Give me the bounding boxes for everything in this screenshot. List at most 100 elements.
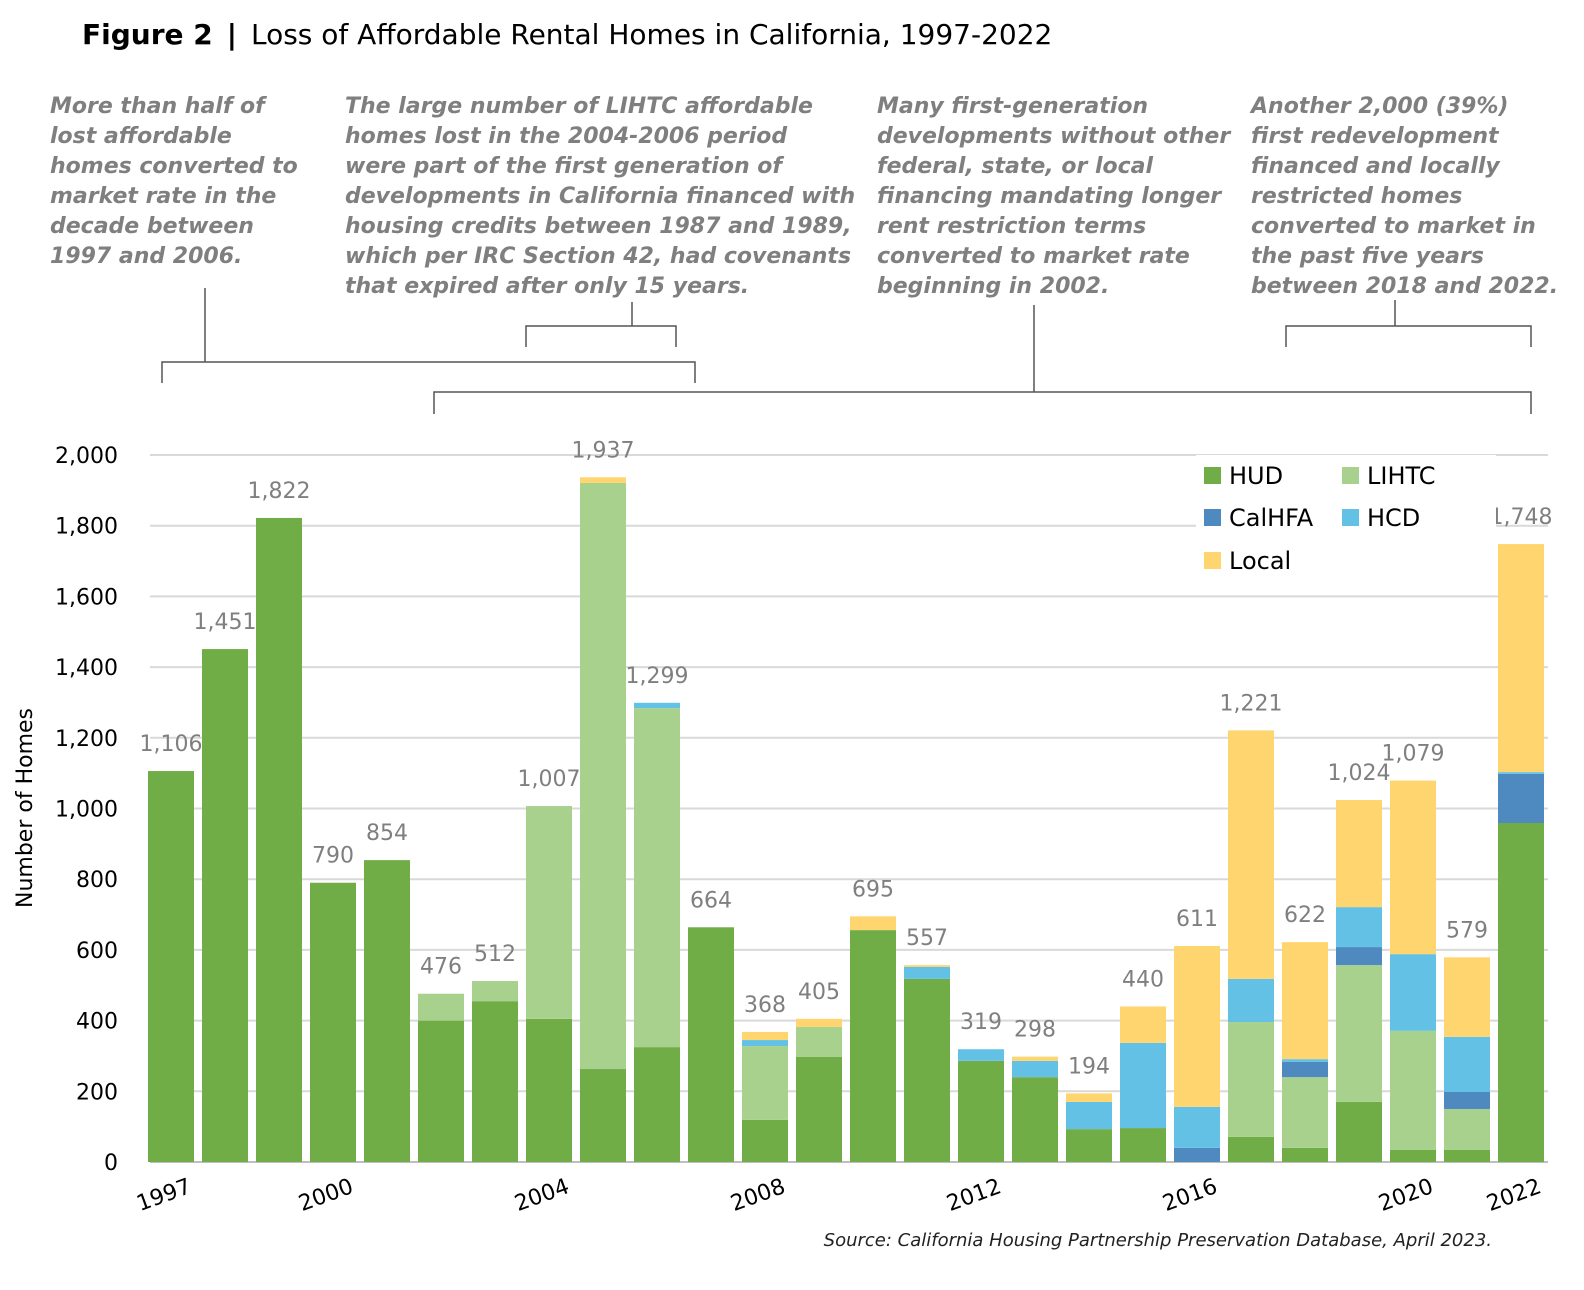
x-tick-label-2022: 2022 [1483,1174,1544,1217]
total-label-2013: 298 [1014,1018,1056,1043]
bar-2021-local [1444,957,1490,1037]
y-tick-label: 800 [76,868,118,893]
title-text: Loss of Affordable Rental Homes in Calif… [250,18,1053,51]
bar-2012-hud [958,1060,1004,1162]
bar-2019-hud [1336,1101,1382,1162]
bar-2012-hcd [958,1049,1004,1061]
y-tick-label: 1,400 [55,656,118,681]
bar-2014-hud [1066,1129,1112,1162]
annotation-line: developments in California financed with [345,184,856,209]
bar-2013-hcd [1012,1060,1058,1078]
bar-2022-local [1498,544,1544,773]
y-tick-label: 0 [104,1151,118,1176]
annotation-3: Many first-generation developments withou… [877,92,1230,302]
legend-swatch-lihtc [1342,467,1359,484]
y-tick-label: 2,000 [55,444,118,469]
annotation-line: homes lost in the 2004-2006 period [345,124,788,149]
annotation-brackets [161,288,1532,414]
annotation-line: More than half of [50,94,265,119]
total-label-1997: 1,106 [140,732,203,757]
bar-2017-lihtc [1228,1022,1274,1137]
annotation-line: decade between [50,214,254,239]
bar-2018-local [1282,942,1328,1060]
total-label-2009: 405 [798,980,840,1005]
annotation-line: rent restriction terms [877,214,1147,239]
bar-2019-calhfa [1336,947,1382,966]
total-label-2012: 319 [960,1010,1002,1035]
annotation-line: converted to market in [1251,214,1536,239]
bar-2018-hcd [1282,1059,1328,1062]
bar-2011-hcd [904,966,950,979]
y-tick-label: 1,200 [55,727,118,752]
bar-2019-hcd [1336,907,1382,948]
bar-2011-local [904,965,950,967]
y-tick-label: 1,000 [55,798,118,823]
total-label-2019: 1,024 [1328,761,1391,786]
total-label-2000: 790 [312,844,354,869]
bar-2001-hud [364,860,410,1162]
bar-2008-hcd [742,1040,788,1047]
legend-label-local: Local [1229,547,1291,575]
bar-2020-lihtc [1390,1030,1436,1150]
bar-2009-local [796,1018,842,1027]
y-tick-label: 600 [76,939,118,964]
bar-2014-local [1066,1093,1112,1102]
bar-2003-hud [472,1001,518,1162]
total-label-2016: 611 [1176,907,1218,932]
legend-swatch-hud [1204,467,1221,484]
bar-2022-calhfa [1498,773,1544,823]
annotation-line: lost affordable [50,124,232,149]
bracket-2018-2022 [1285,300,1532,347]
legend-label-hcd: HCD [1367,504,1420,532]
bar-2004-lihtc [526,806,572,1019]
bar-2021-hcd [1444,1036,1490,1093]
bar-2002-lihtc [418,993,464,1021]
legend-label-calhfa: CalHFA [1229,504,1314,532]
legend-swatch-local [1204,552,1221,569]
bar-2008-lihtc [742,1046,788,1120]
total-label-2022: 1,748 [1490,505,1553,530]
annotation-4: Another 2,000 (39%) first redevelopment fi… [1251,92,1558,302]
bar-2010-local [850,916,896,931]
legend-label-lihtc: LIHTC [1367,462,1436,490]
y-tick-label: 200 [76,1080,118,1105]
annotation-line: market rate in the [50,184,277,209]
bar-2018-lihtc [1282,1077,1328,1148]
bar-2017-hud [1228,1136,1274,1162]
bar-2006-hcd [634,702,680,709]
annotation-line: financed and locally [1251,154,1500,179]
annotation-line: that expired after only 15 years. [345,274,750,299]
bar-2017-local [1228,730,1274,979]
source-note: Source: California Housing Partnership P… [823,1230,1492,1251]
bar-2005-local [580,477,626,483]
bar-1999-hud [256,517,302,1162]
annotation-line: the past five years [1251,244,1484,269]
bar-2006-hud [634,1047,680,1162]
x-tick-label-2008: 2008 [727,1174,788,1217]
bar-2021-lihtc [1444,1108,1490,1150]
annotation-line: restricted homes [1251,184,1463,209]
total-label-2011: 557 [906,926,948,951]
bar-2004-hud [526,1018,572,1162]
bar-2013-hud [1012,1077,1058,1162]
bar-2022-hud [1498,822,1544,1162]
x-tick-label-2000: 2000 [295,1174,356,1217]
total-label-2018: 622 [1284,903,1326,928]
y-axis-label: Number of Homes [13,708,38,908]
bar-2021-hud [1444,1149,1490,1162]
bar-2013-local [1012,1056,1058,1061]
bar-2020-hcd [1390,954,1436,1031]
total-label-2015: 440 [1122,967,1164,992]
annotation-line: which per IRC Section 42, had covenants [345,244,852,269]
legend-label-hud: HUD [1229,462,1283,490]
total-label-2004: 1,007 [518,767,581,792]
annotation-line: homes converted to [50,154,298,179]
total-label-2020: 1,079 [1382,742,1445,767]
annotation-line: financing mandating longer [877,184,1222,209]
annotation-line: Another 2,000 (39%) [1251,94,1509,119]
y-tick-label: 1,800 [55,515,118,540]
bar-2020-local [1390,780,1436,955]
bar-2017-hcd [1228,978,1274,1023]
x-tick-label-2020: 2020 [1375,1174,1436,1217]
